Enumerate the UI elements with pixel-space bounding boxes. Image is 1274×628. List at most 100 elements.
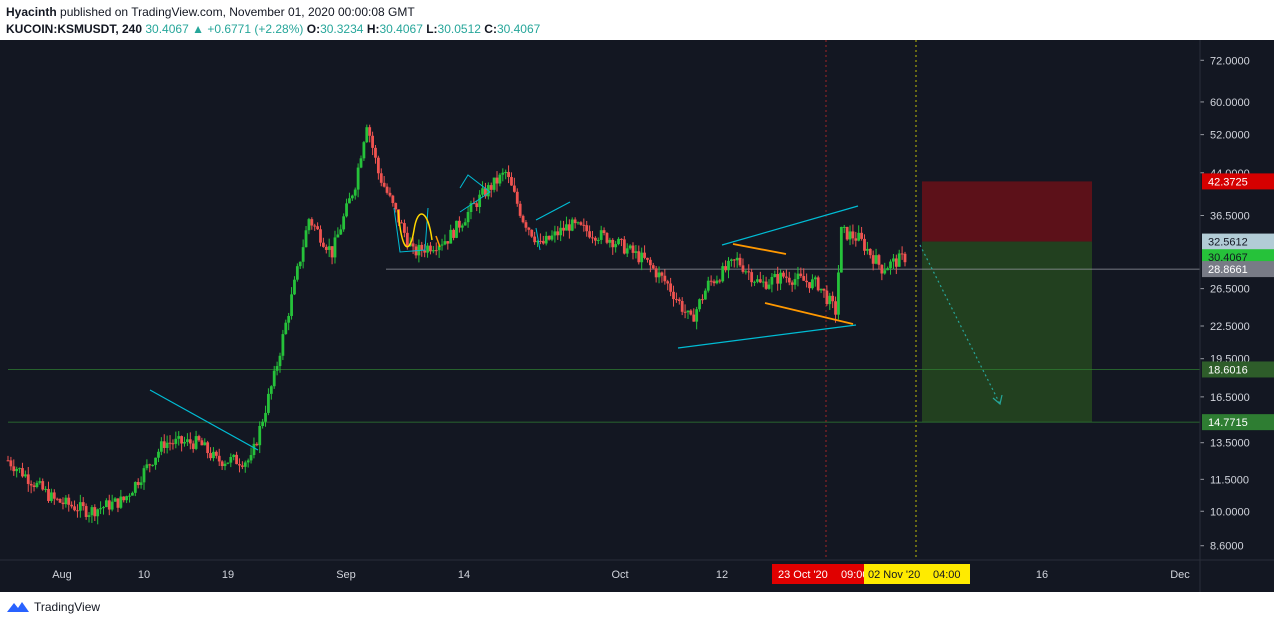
candle-body: [776, 274, 780, 284]
candles: [6, 124, 907, 525]
candle-body: [466, 212, 470, 223]
candle-body: [174, 438, 178, 444]
candle-body: [379, 173, 383, 183]
candle-body: [877, 255, 881, 265]
channel-line: [535, 201, 571, 221]
red-date-box: [772, 564, 864, 584]
candle-body: [405, 232, 409, 247]
candle-body: [142, 468, 146, 483]
chart-area[interactable]: 72.000060.000052.000044.000036.500026.50…: [0, 40, 1274, 592]
candle-body: [828, 295, 832, 305]
candle-body: [750, 272, 754, 283]
price-chart[interactable]: 72.000060.000052.000044.000036.500026.50…: [0, 40, 1274, 592]
candle-body: [790, 282, 794, 285]
candle-body: [724, 266, 727, 271]
time-tick-label: 19: [222, 569, 234, 581]
candle-body: [206, 442, 210, 454]
candle-body: [240, 465, 244, 467]
author-name[interactable]: Hyacinth: [6, 5, 57, 19]
candle-body: [278, 355, 282, 367]
candle-body: [634, 251, 638, 253]
candle-body: [868, 248, 872, 256]
candle-body: [767, 284, 771, 289]
candle-body: [756, 279, 759, 282]
candle-body: [449, 229, 453, 244]
candle-body: [646, 257, 649, 260]
candle-body: [539, 240, 542, 242]
low-value: 30.0512: [437, 22, 481, 36]
candle-body: [637, 251, 641, 263]
close-value: 30.4067: [496, 22, 541, 36]
candle-body: [495, 177, 499, 184]
candle-body: [371, 135, 374, 148]
open-label: O:: [306, 22, 321, 36]
candle-body: [622, 239, 626, 254]
candle-body: [41, 481, 45, 490]
candle-body: [293, 279, 296, 295]
candle-body: [860, 232, 863, 239]
candle-body: [238, 464, 241, 466]
candle-body: [157, 451, 160, 458]
candle-body: [272, 370, 276, 387]
candle-body: [324, 246, 328, 250]
candle-body: [715, 280, 719, 284]
candle-body: [145, 464, 149, 469]
candle-body: [758, 279, 762, 283]
channel-edge: [535, 227, 541, 251]
candle-body: [443, 241, 447, 245]
candle-body: [258, 426, 262, 446]
candle-body: [588, 231, 592, 238]
candle-body: [87, 515, 91, 517]
candle-body: [321, 242, 325, 247]
candle-body: [188, 439, 192, 444]
time-tick-label: Dec: [1170, 569, 1190, 581]
candle-body: [744, 271, 748, 273]
candle-body: [834, 301, 837, 315]
candle-body: [900, 253, 904, 255]
candle-body: [26, 474, 30, 484]
candle-body: [727, 260, 730, 271]
brand-name[interactable]: TradingView: [34, 600, 101, 614]
candle-body: [191, 443, 195, 449]
candle-body: [269, 386, 273, 394]
candle-body: [186, 439, 189, 442]
price-tick-label: 13.5000: [1210, 438, 1250, 450]
candle-body: [9, 460, 13, 467]
price-tick-label: 26.5000: [1210, 284, 1250, 296]
candle-body: [342, 216, 346, 230]
candle-body: [643, 252, 646, 258]
candle-body: [675, 299, 678, 301]
profit-zone: [922, 241, 1092, 423]
high-label: H:: [366, 22, 380, 36]
time-tick-label: 12: [716, 569, 728, 581]
candle-body: [125, 496, 129, 501]
candle-body: [15, 468, 19, 472]
candle-body: [489, 185, 493, 190]
candle-body: [446, 241, 450, 244]
candle-body: [811, 279, 814, 289]
candle-body: [527, 227, 531, 230]
candle-body: [455, 220, 458, 238]
orange-line-bottom: [764, 302, 854, 325]
candle-body: [805, 280, 809, 283]
candle-body: [177, 436, 181, 439]
low-label: L:: [426, 22, 438, 36]
candle-body: [521, 215, 525, 223]
projection-curve: [397, 209, 433, 248]
candle-body: [295, 266, 299, 280]
candle-body: [472, 203, 476, 205]
candle-body: [648, 259, 652, 266]
orange-line-top: [732, 243, 787, 255]
candle-body: [267, 393, 270, 413]
candle-body: [865, 248, 869, 251]
candle-body: [625, 248, 629, 254]
close-label: C:: [484, 22, 497, 36]
candle-body: [333, 237, 337, 258]
candle-body: [570, 219, 574, 231]
price-axis: 72.000060.000052.000044.000036.500026.50…: [1200, 40, 1274, 592]
candle-body: [316, 226, 320, 230]
publish-info: published on TradingView.com, November 0…: [60, 5, 415, 19]
candle-body: [356, 167, 360, 190]
candle-body: [437, 245, 441, 251]
candle-body: [252, 443, 256, 456]
